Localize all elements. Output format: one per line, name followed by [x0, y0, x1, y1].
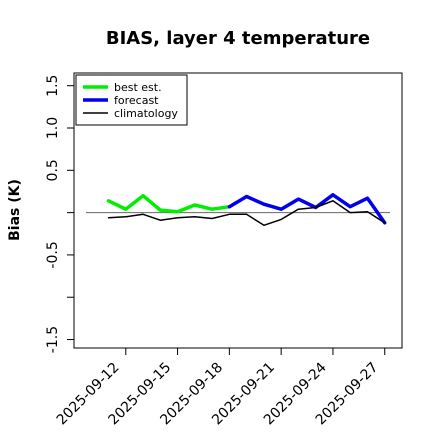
- legend-label: forecast: [114, 94, 159, 107]
- y-axis: -1.5 -0.5 0.5 1.0 1.5: [45, 75, 74, 353]
- y-axis-label: Bias (K): [7, 179, 23, 241]
- x-axis: 2025-09-122025-09-152025-09-182025-09-21…: [54, 348, 386, 428]
- y-tick-label: -1.5: [45, 326, 61, 353]
- plot-frame: [73, 72, 403, 349]
- y-tick-label: -0.5: [45, 241, 61, 268]
- series-layer: [106, 193, 387, 227]
- y-tick-label: 1.5: [45, 75, 61, 97]
- y-tick-label: 0.5: [45, 159, 61, 181]
- series-line-best-est: [106, 193, 232, 214]
- legend-label: best est.: [114, 81, 162, 94]
- chart-title: BIAS, layer 4 temperature: [106, 28, 370, 49]
- series-line-forecast: [227, 193, 387, 225]
- legend-box: [75, 74, 188, 126]
- y-tick-label: 1.0: [45, 117, 61, 139]
- legend-label: climatology: [114, 107, 178, 120]
- series-line-climatology: [107, 200, 386, 227]
